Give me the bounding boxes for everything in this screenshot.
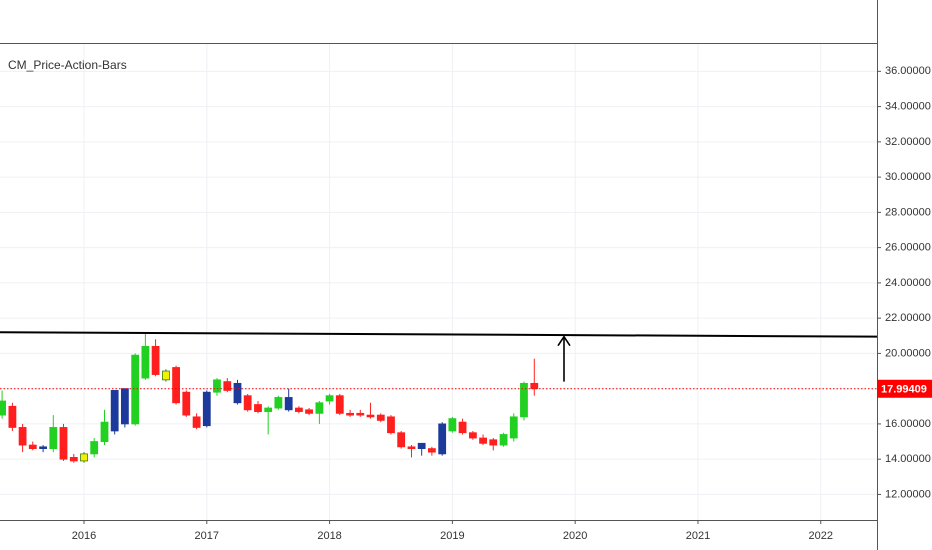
candle-body bbox=[346, 412, 354, 416]
candle-body bbox=[69, 457, 78, 462]
candle-body bbox=[254, 404, 262, 412]
candle-body bbox=[458, 421, 467, 434]
candle-body bbox=[233, 382, 242, 404]
candle-body bbox=[172, 367, 180, 404]
candle-body bbox=[366, 414, 375, 418]
candle-body bbox=[397, 432, 406, 448]
candle-body bbox=[161, 370, 170, 381]
x-tick-label: 2022 bbox=[809, 530, 833, 542]
candle-body bbox=[49, 427, 58, 450]
candle-body bbox=[376, 414, 385, 421]
candle-body bbox=[0, 400, 6, 416]
candle-body bbox=[294, 407, 303, 412]
candle-body bbox=[509, 416, 518, 439]
candle-body bbox=[315, 402, 324, 414]
candle-body bbox=[80, 453, 88, 462]
candle-body bbox=[151, 345, 160, 375]
grid bbox=[0, 44, 877, 520]
candle-body bbox=[387, 416, 395, 434]
x-tick-label: 2017 bbox=[195, 530, 219, 542]
y-tick-label: 22.00000 bbox=[885, 312, 931, 324]
candle-body bbox=[223, 381, 232, 391]
plot bbox=[0, 332, 539, 463]
candle-body bbox=[110, 390, 119, 432]
candle-body bbox=[438, 423, 447, 455]
candle-body bbox=[489, 439, 498, 446]
x-tick-label: 2021 bbox=[686, 530, 710, 542]
candle-body bbox=[335, 395, 344, 414]
candle-body bbox=[305, 409, 313, 414]
candle-body bbox=[356, 412, 365, 416]
candle-body bbox=[39, 446, 48, 449]
y-tick-label: 26.00000 bbox=[885, 242, 931, 254]
last-price-tag bbox=[877, 379, 932, 398]
y-tick-label: 30.00000 bbox=[885, 171, 931, 183]
candle-body bbox=[427, 448, 436, 453]
candle-body bbox=[468, 432, 477, 439]
candle-body bbox=[530, 382, 539, 390]
candle-body bbox=[407, 446, 416, 449]
candle-body bbox=[448, 418, 457, 432]
candle-body bbox=[499, 434, 508, 446]
x-tick-label: 2018 bbox=[317, 530, 341, 542]
x-tick-label: 2020 bbox=[563, 530, 587, 542]
candle-body bbox=[141, 345, 150, 379]
trendline bbox=[0, 331, 878, 338]
candle-body bbox=[192, 416, 201, 428]
candle-body bbox=[264, 407, 273, 412]
last-price-label: 17.99409 bbox=[881, 384, 927, 396]
y-tick-label: 14.00000 bbox=[885, 453, 931, 465]
candle-body bbox=[520, 382, 528, 418]
candle-body bbox=[8, 405, 17, 428]
y-tick-label: 24.00000 bbox=[885, 277, 931, 289]
candle-body bbox=[417, 442, 426, 449]
x-tick-label: 2019 bbox=[440, 530, 464, 542]
indicator-label: CM_Price-Action-Bars bbox=[8, 58, 127, 72]
y-tick-label: 28.00000 bbox=[885, 206, 931, 218]
y-tick-label: 16.00000 bbox=[885, 418, 931, 430]
y-tick-label: 34.00000 bbox=[885, 100, 931, 112]
candle-body bbox=[59, 427, 68, 460]
candle-body bbox=[284, 397, 293, 411]
candle-body bbox=[274, 397, 283, 409]
candle-body bbox=[28, 444, 37, 449]
y-tick-label: 20.00000 bbox=[885, 347, 931, 359]
candle-body bbox=[243, 395, 252, 411]
candle-body bbox=[213, 379, 221, 393]
candle-body bbox=[120, 388, 129, 425]
arrow-head bbox=[557, 335, 571, 347]
x-tick-label: 2016 bbox=[72, 530, 96, 542]
candle-body bbox=[131, 354, 140, 425]
candle-body bbox=[100, 421, 109, 442]
candle-body bbox=[325, 395, 334, 402]
candle-body bbox=[90, 441, 99, 455]
candle-body bbox=[202, 391, 211, 427]
candle-body bbox=[479, 437, 487, 444]
y-tick-label: 36.00000 bbox=[885, 65, 931, 77]
candle-body bbox=[18, 427, 27, 446]
y-tick-label: 32.00000 bbox=[885, 136, 931, 148]
candle-body bbox=[182, 391, 191, 416]
y-tick-label: 12.00000 bbox=[885, 488, 931, 500]
